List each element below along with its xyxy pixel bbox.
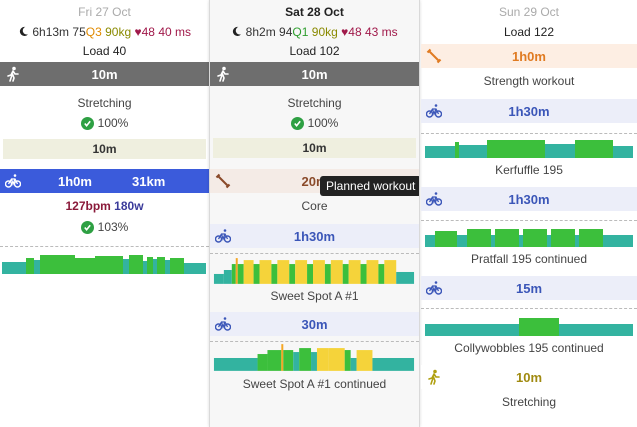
load-value: Load 122 xyxy=(503,25,555,39)
hrv-value: 43 ms xyxy=(364,25,398,39)
resting-hr-value: 48 xyxy=(348,25,362,39)
activity-duration: 30m xyxy=(301,316,328,332)
activity-duration: 10m xyxy=(515,369,543,385)
activity-duration: 10m xyxy=(91,66,118,82)
moon-icon xyxy=(231,25,245,39)
load-value: Load 102 xyxy=(289,44,340,58)
bike-icon xyxy=(214,228,232,244)
planned-ride-bar[interactable]: 15m xyxy=(421,276,637,300)
weight-value: 90kg xyxy=(311,25,338,39)
compliance: 100% xyxy=(0,116,209,131)
bike-icon xyxy=(425,191,443,207)
readiness-value: 94 xyxy=(279,25,293,39)
planned-ride-bar[interactable]: 1h30m xyxy=(421,187,637,211)
activity-name[interactable]: Stretching xyxy=(501,395,557,409)
activity-duration: 1h30m xyxy=(508,191,550,207)
day-column-sat[interactable]: Sat 28 Oct 8h2m 94Q1 90kg ♥48 43 ms Load… xyxy=(209,0,420,427)
avg-hr: 127bpm xyxy=(65,199,111,213)
activity-name[interactable]: Sweet Spot A #1 xyxy=(270,289,359,303)
tooltip: Planned workout xyxy=(320,176,419,196)
dumbbell-icon xyxy=(426,48,442,64)
compliance: 103% xyxy=(0,220,209,235)
avg-power: 180w xyxy=(114,199,144,213)
chart-divider xyxy=(421,220,637,221)
bike-icon xyxy=(4,173,22,189)
readiness-value: 75 xyxy=(72,25,86,39)
activity-name[interactable]: Collywobbles 195 continued xyxy=(454,341,604,355)
walk-icon xyxy=(5,66,21,82)
dumbbell-icon xyxy=(215,173,231,189)
activity-ride-bar[interactable]: 1h0m 31km xyxy=(0,169,209,193)
chart-divider xyxy=(210,253,419,254)
chart-divider xyxy=(421,308,637,309)
chart-divider xyxy=(0,246,209,247)
power-zone-chart xyxy=(2,255,206,274)
heart-icon: ♥ xyxy=(134,25,142,39)
workout-zone-chart xyxy=(425,140,633,158)
compliance-value: 100% xyxy=(307,116,339,130)
weight-value: 90kg xyxy=(105,25,132,39)
load-value: Load 40 xyxy=(82,44,127,58)
workout-zone-chart xyxy=(425,229,633,247)
day-date: Sun 29 Oct xyxy=(498,5,560,19)
activity-name[interactable]: Stretching xyxy=(287,96,342,110)
planned-ride-bar[interactable]: 1h30m xyxy=(210,224,419,248)
chart-divider xyxy=(210,341,419,342)
chart-divider xyxy=(421,133,637,134)
activity-distance: 31km xyxy=(132,173,166,189)
check-icon xyxy=(290,116,304,130)
workout-zone-chart xyxy=(213,258,415,284)
planned-ride-bar[interactable]: 30m xyxy=(210,312,419,336)
compliance: 100% xyxy=(210,116,419,131)
planned-duration-bar[interactable]: 10m xyxy=(3,139,206,159)
bike-icon xyxy=(425,280,443,296)
planned-duration: 10m xyxy=(92,142,117,156)
activity-duration: 10m xyxy=(301,66,328,82)
walk-icon xyxy=(215,66,231,82)
wellness-stats: 8h2m 94Q1 90kg ♥48 43 ms xyxy=(210,25,419,39)
activity-duration: 15m xyxy=(515,280,543,296)
day-column-fri[interactable]: Fri 27 Oct 6h13m 75Q3 90kg ♥48 40 ms Loa… xyxy=(0,0,209,427)
moon-icon xyxy=(18,25,32,39)
compliance-value: 100% xyxy=(97,116,129,130)
planned-duration-bar[interactable]: 10m xyxy=(213,138,416,158)
activity-duration: 1h30m xyxy=(508,103,550,119)
compliance-value: 103% xyxy=(97,220,129,234)
walk-icon xyxy=(426,369,442,385)
activity-name[interactable]: Strength workout xyxy=(483,74,575,88)
check-icon xyxy=(80,220,94,234)
planned-duration: 10m xyxy=(302,141,327,155)
activity-name[interactable]: Sweet Spot A #1 continued xyxy=(242,377,387,391)
activity-name[interactable]: Pratfall 195 continued xyxy=(470,252,588,266)
workout-zone-chart xyxy=(425,318,633,336)
resting-hr-value: 48 xyxy=(141,25,155,39)
planned-strength-bar[interactable]: 1h0m xyxy=(421,44,637,68)
planned-ride-bar[interactable]: 1h30m xyxy=(421,99,637,123)
bike-icon xyxy=(425,103,443,119)
activity-name[interactable]: Kerfuffle 195 xyxy=(495,163,563,177)
wellness-stats: 6h13m 75Q3 90kg ♥48 40 ms xyxy=(0,25,209,39)
activity-walk-bar[interactable]: 10m xyxy=(0,62,209,86)
quality-value: Q3 xyxy=(85,25,102,39)
sleep-value: 8h2m xyxy=(245,25,276,39)
check-icon xyxy=(80,116,94,130)
activity-name[interactable]: Core xyxy=(301,199,328,213)
day-date: Fri 27 Oct xyxy=(78,5,131,19)
activity-walk-bar[interactable]: 10m xyxy=(210,62,419,86)
heart-icon: ♥ xyxy=(341,25,349,39)
activity-duration: 1h0m xyxy=(58,173,92,189)
planned-walk-bar[interactable]: 10m xyxy=(421,365,637,389)
workout-zone-chart xyxy=(213,344,415,371)
quality-value: Q1 xyxy=(292,25,309,39)
day-date: Sat 28 Oct xyxy=(285,5,344,19)
activity-duration: 1h30m xyxy=(293,228,336,244)
activity-duration: 1h0m xyxy=(512,48,546,64)
activity-metrics: 127bpm 180w xyxy=(0,199,209,213)
hrv-value: 40 ms xyxy=(158,25,191,39)
sleep-value: 6h13m xyxy=(32,25,70,39)
day-column-sun[interactable]: Sun 29 Oct Load 122 1h0m Strength workou… xyxy=(421,0,637,427)
activity-name[interactable]: Stretching xyxy=(77,96,132,110)
bike-icon xyxy=(214,316,232,332)
